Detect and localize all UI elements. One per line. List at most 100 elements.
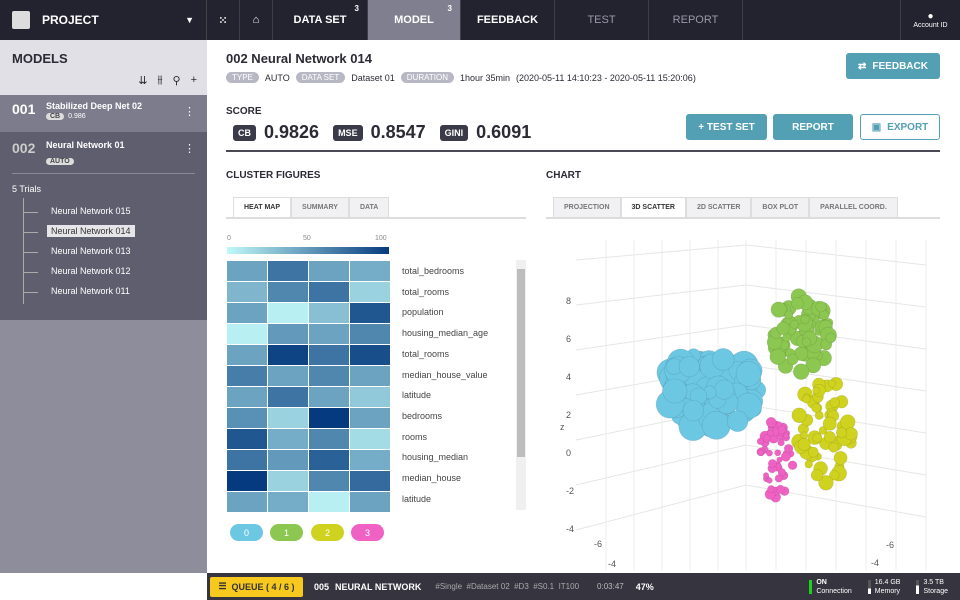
home-icon[interactable]: ⌂ [240,0,273,40]
heatmap-cell[interactable] [350,366,390,386]
report-button[interactable]: REPORT [773,114,853,140]
heatmap-cell[interactable] [350,471,390,491]
tab-heat-map[interactable]: HEAT MAP [233,197,292,217]
project-selector[interactable]: PROJECT ▼ [0,0,207,40]
heatmap-cell[interactable] [268,450,308,470]
export-button[interactable]: ▣ EXPORT [860,114,940,140]
tab-data-set[interactable]: DATA SET 3 [273,0,368,40]
cluster-chip-3[interactable]: 3 [351,524,384,541]
scatter-point-cluster-3 [762,472,770,479]
heatmap-cell[interactable] [309,324,349,344]
search-icon[interactable]: ⚲ [172,75,181,87]
tab-data[interactable]: DATA [348,197,390,217]
heatmap-cell[interactable] [227,471,267,491]
heatmap-cell[interactable] [268,303,308,323]
heatmap-cell[interactable] [350,429,390,449]
heatmap-cell[interactable] [350,345,390,365]
scatter-point-cluster-1 [784,310,794,320]
heatmap-cell[interactable] [268,324,308,344]
more-icon[interactable]: ⋮ [184,106,195,118]
trial-item[interactable]: Neural Network 013 [24,246,135,256]
heatmap-cell[interactable] [350,408,390,428]
tab-feedback[interactable]: FEEDBACK [461,0,555,40]
heatmap-cell[interactable] [268,282,308,302]
heatmap-cell[interactable] [309,303,349,323]
trial-item[interactable]: Neural Network 012 [24,266,135,276]
model-badge: CB [46,113,65,120]
model-item-002[interactable]: 002 Neural Network 01 AUTO ⋮ [12,132,195,174]
heatmap-cell[interactable] [227,303,267,323]
heatmap-cell[interactable] [227,429,267,449]
job-name: NEURAL NETWORK [335,581,422,592]
account-button[interactable]: ● Account ID [900,0,960,40]
add-icon[interactable]: + [190,74,197,86]
model-item-001[interactable]: 001 Stabilized Deep Net 02 CB 0.986 ⋮ [0,95,207,132]
heatmap-cell[interactable] [350,303,390,323]
heatmap-cell[interactable] [268,366,308,386]
heatmap-row-label: median_house_value [402,369,488,380]
tab-summary[interactable]: SUMMARY [291,197,349,217]
tab-2d-scatter[interactable]: 2D SCATTER [685,197,752,217]
tab-model[interactable]: MODEL 3 [368,0,461,40]
heatmap-cell[interactable] [227,408,267,428]
heatmap-cell[interactable] [350,282,390,302]
heatmap-cell[interactable] [309,492,349,512]
heatmap-cell[interactable] [268,345,308,365]
heatmap-cell[interactable] [309,387,349,407]
heatmap-cell[interactable] [227,450,267,470]
heatmap-cell[interactable] [268,408,308,428]
trial-item-selected[interactable]: Neural Network 014 [24,225,135,237]
tab-box-plot[interactable]: BOX PLOT [751,197,810,217]
heatmap-cell[interactable] [268,429,308,449]
heatmap-cell[interactable] [309,450,349,470]
scatter-point-cluster-3 [766,429,774,437]
heatmap-cell[interactable] [268,471,308,491]
tab-3d-scatter[interactable]: 3D SCATTER [620,197,686,217]
heatmap-cell[interactable] [309,366,349,386]
queue-button[interactable]: ☰ QUEUE ( 4 / 6 ) [210,576,303,597]
heatmap-cell[interactable] [227,366,267,386]
sort-icon[interactable]: ⇊ [138,75,148,87]
heatmap-cell[interactable] [350,450,390,470]
heatmap-cell[interactable] [227,261,267,281]
heatmap-cell[interactable] [227,387,267,407]
heatmap-cell[interactable] [350,261,390,281]
heatmap-cell[interactable] [309,282,349,302]
heatmap-cell[interactable] [350,387,390,407]
heatmap-cell[interactable] [309,261,349,281]
heatmap-cell[interactable] [309,429,349,449]
heatmap-cell[interactable] [227,282,267,302]
scatter-point-cluster-1 [791,297,804,310]
test-set-button[interactable]: + TEST SET [686,114,767,140]
tab-parallel-coord[interactable]: PARALLEL COORD. [809,197,898,217]
trial-item[interactable]: Neural Network 011 [24,286,134,296]
scrollbar-thumb[interactable] [517,269,525,457]
scrollbar[interactable] [516,260,526,510]
apps-icon[interactable]: ⁙ [207,0,240,40]
heatmap-cell[interactable] [350,492,390,512]
cluster-chip-0[interactable]: 0 [230,524,263,541]
heatmap-cell[interactable] [268,387,308,407]
trial-item[interactable]: Neural Network 015 [24,206,135,216]
heatmap-cell[interactable] [350,324,390,344]
heatmap-cell[interactable] [227,345,267,365]
tab-label: REPORT [672,14,719,26]
filter-icon[interactable]: ⫵ [157,74,163,86]
z-axis-label: z [560,422,565,432]
heatmap-cell[interactable] [227,324,267,344]
tab-label: TEST [587,14,616,26]
heatmap-cell[interactable] [309,345,349,365]
tab-projection[interactable]: PROJECTION [553,197,621,217]
heatmap-cell[interactable] [309,471,349,491]
tab-test[interactable]: TEST [555,0,649,40]
cluster-chip-1[interactable]: 1 [270,524,303,541]
heatmap-cell[interactable] [309,408,349,428]
heatmap-cell[interactable] [268,492,308,512]
tab-report[interactable]: REPORT [649,0,743,40]
feedback-button[interactable]: ⇄ FEEDBACK [846,53,940,79]
heatmap-cell[interactable] [268,261,308,281]
heatmap-cell[interactable] [227,492,267,512]
more-icon[interactable]: ⋮ [184,143,195,155]
cluster-chip-2[interactable]: 2 [311,524,344,541]
